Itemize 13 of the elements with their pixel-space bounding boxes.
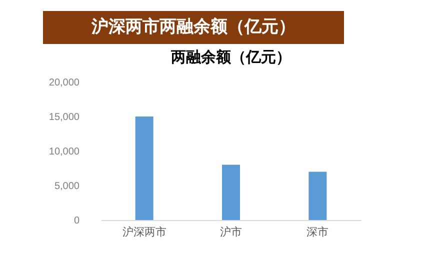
- x-tick-label: 沪深两市: [122, 226, 166, 238]
- x-tick-label: 深市: [306, 226, 329, 238]
- chart-title: 沪深两市两融余额（亿元）: [43, 11, 344, 44]
- x-tick-label: 沪市: [220, 226, 242, 238]
- chart-subtitle: 两融余额（亿元）: [170, 48, 291, 66]
- bar: [222, 164, 240, 220]
- y-tick-label: 20,000: [48, 78, 80, 88]
- y-tick-label: 15,000: [48, 112, 80, 123]
- y-tick-label: 5,000: [54, 181, 80, 192]
- bar: [135, 116, 154, 220]
- y-tick-label: 0: [74, 216, 80, 226]
- bar: [308, 172, 327, 220]
- y-tick-label: 10,000: [48, 146, 80, 158]
